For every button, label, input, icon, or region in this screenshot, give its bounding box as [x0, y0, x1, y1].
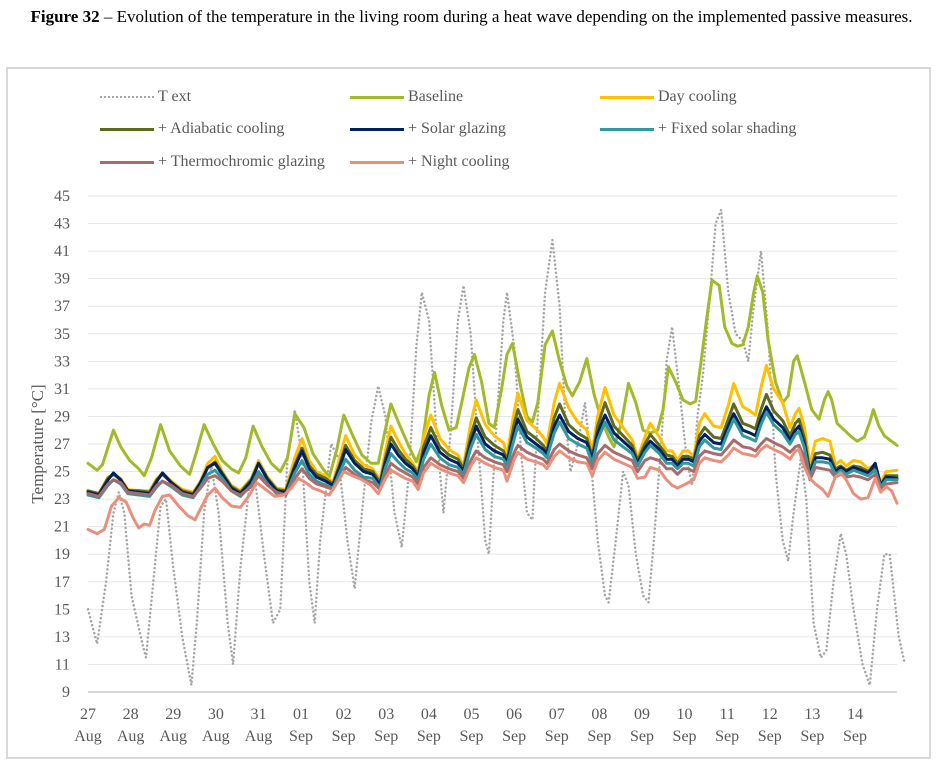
legend-swatch — [350, 160, 404, 164]
series-line-thermochromic-glazing — [86, 437, 899, 498]
x-tick-day: 03 — [378, 706, 394, 723]
legend-swatch — [100, 127, 154, 131]
x-tick-day: 29 — [165, 706, 181, 723]
x-tick-month: Sep — [374, 728, 398, 745]
x-tick-day: 31 — [250, 706, 266, 723]
legend-item: + Night cooling — [350, 153, 509, 171]
y-tick-label: 31 — [54, 381, 70, 398]
x-tick-month: Sep — [843, 728, 867, 745]
series-line-t-ext — [86, 208, 906, 687]
y-tick-label: 39 — [54, 271, 70, 288]
figure-caption: Figure 32 – Evolution of the temperature… — [0, 4, 943, 29]
x-tick-day: 12 — [762, 706, 778, 723]
x-tick-day: 10 — [677, 706, 693, 723]
x-tick-day: 27 — [80, 706, 96, 723]
legend-label: + Adiabatic cooling — [158, 120, 285, 137]
y-tick-label: 23 — [54, 491, 70, 508]
x-tick-month: Sep — [545, 728, 569, 745]
y-tick-label: 29 — [54, 408, 70, 425]
legend-item: + Solar glazing — [350, 120, 506, 138]
y-tick-label: 43 — [54, 216, 70, 233]
legend-label: + Solar glazing — [408, 120, 506, 137]
y-tick-label: 9 — [62, 684, 70, 701]
x-tick-month: Aug — [245, 728, 273, 745]
y-tick-label: 27 — [54, 436, 70, 453]
legend-item: + Adiabatic cooling — [100, 120, 284, 138]
legend-item: Baseline — [350, 88, 463, 106]
x-tick-month: Sep — [289, 728, 313, 745]
series-line-baseline — [86, 274, 899, 479]
y-tick-label: 13 — [54, 629, 70, 646]
x-tick-month: Sep — [758, 728, 782, 745]
x-tick-month: Sep — [630, 728, 654, 745]
series-line-night-cooling — [86, 443, 899, 536]
x-tick-month: Sep — [417, 728, 441, 745]
legend-swatch — [100, 160, 154, 164]
legend-label: + Fixed solar shading — [658, 120, 797, 137]
y-tick-label: 11 — [55, 656, 70, 673]
x-tick-day: 04 — [421, 706, 437, 723]
figure-label: Figure 32 — [30, 7, 100, 26]
x-tick-day: 06 — [506, 706, 522, 723]
x-tick-day: 11 — [719, 706, 734, 723]
y-tick-label: 33 — [54, 353, 70, 370]
x-tick-day: 30 — [208, 706, 224, 723]
x-tick-day: 13 — [804, 706, 820, 723]
legend-label: Baseline — [408, 88, 464, 105]
x-tick-day: 14 — [847, 706, 863, 723]
legend-item: + Thermochromic glazing — [100, 153, 325, 171]
y-tick-label: 17 — [54, 574, 70, 591]
x-tick-month: Sep — [715, 728, 739, 745]
x-tick-month: Sep — [673, 728, 697, 745]
legend-item: T ext — [100, 88, 191, 106]
y-tick-label: 25 — [54, 464, 70, 481]
y-tick-label: 37 — [54, 298, 70, 315]
x-tick-month: Aug — [159, 728, 187, 745]
x-tick-month: Aug — [117, 728, 145, 745]
x-tick-day: 02 — [336, 706, 352, 723]
legend-label: T ext — [158, 88, 192, 105]
y-axis-title: Temperature [°C] — [28, 384, 47, 503]
legend-label: Day cooling — [658, 88, 737, 105]
legend-item: Day cooling — [600, 88, 737, 106]
x-tick-month: Aug — [202, 728, 230, 745]
legend-swatch — [600, 95, 654, 99]
x-tick-day: 01 — [293, 706, 309, 723]
x-tick-month: Aug — [74, 728, 102, 745]
x-tick-month: Sep — [502, 728, 526, 745]
series-line-solar-glazing — [86, 405, 899, 497]
legend-label: + Night cooling — [408, 153, 510, 170]
x-tick-day: 08 — [591, 706, 607, 723]
legend-swatch — [350, 95, 404, 99]
figure-caption-text: – Evolution of the temperature in the li… — [99, 7, 913, 26]
y-tick-label: 21 — [54, 519, 70, 536]
y-tick-label: 19 — [54, 546, 70, 563]
y-tick-label: 15 — [54, 601, 70, 618]
x-tick-month: Sep — [587, 728, 611, 745]
legend-swatch — [100, 96, 154, 98]
legend-item: + Fixed solar shading — [600, 120, 796, 138]
y-tick-label: 41 — [54, 243, 70, 260]
x-tick-month: Sep — [800, 728, 824, 745]
x-tick-day: 07 — [549, 706, 565, 723]
x-tick-day: 05 — [464, 706, 480, 723]
y-tick-label: 35 — [54, 326, 70, 343]
y-tick-label: 45 — [54, 188, 70, 205]
legend-label: + Thermochromic glazing — [158, 153, 325, 170]
legend-swatch — [600, 127, 654, 131]
x-tick-month: Sep — [332, 728, 356, 745]
x-tick-day: 28 — [123, 706, 139, 723]
legend-swatch — [350, 127, 404, 131]
x-tick-day: 09 — [634, 706, 650, 723]
x-tick-month: Sep — [460, 728, 484, 745]
